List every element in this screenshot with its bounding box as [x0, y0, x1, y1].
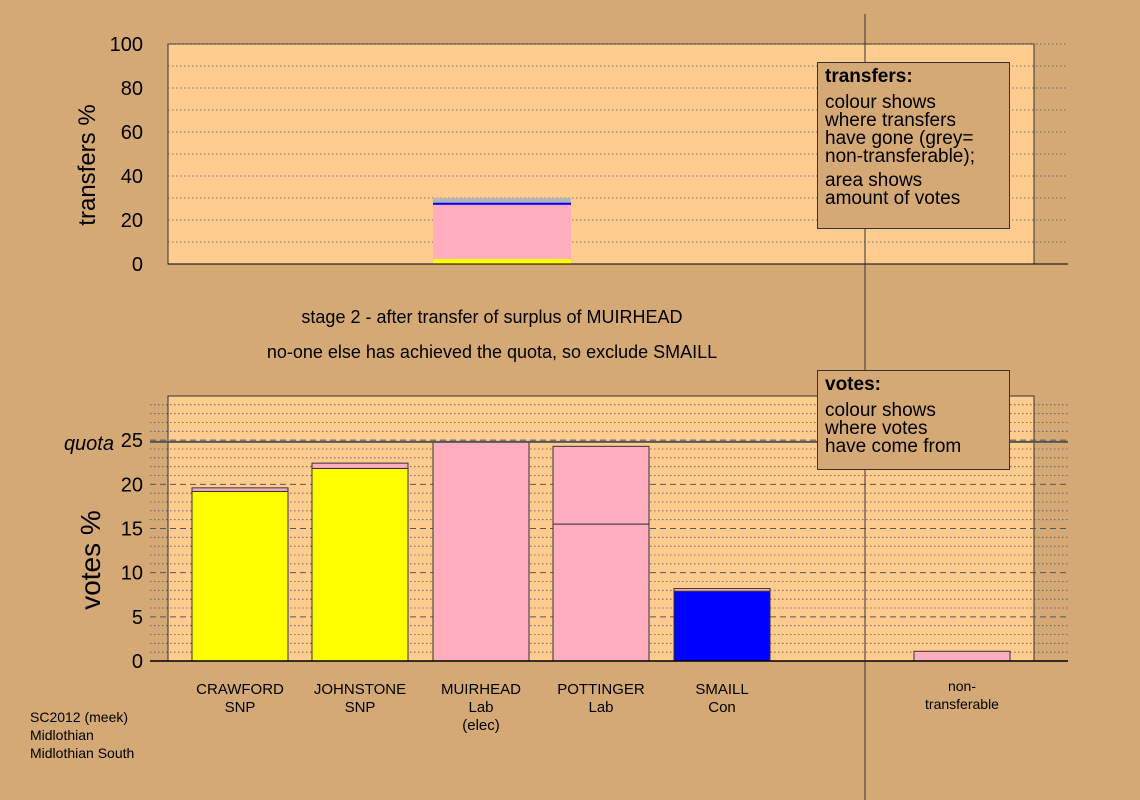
transfers-legend-title: transfers:: [825, 66, 913, 87]
stage-title: stage 2 - after transfer of surplus of M…: [301, 307, 682, 327]
candidate-label: POTTINGER: [557, 681, 645, 698]
votes-y-tick-label: 15: [121, 519, 143, 541]
candidate-label: Lab: [468, 699, 493, 716]
quota-label: quota: [64, 433, 114, 455]
vote-segment: [673, 590, 771, 662]
transfers-legend-line: have gone (grey=: [825, 128, 974, 149]
transfers-legend-line: amount of votes: [825, 188, 961, 209]
transfer-segment: [433, 258, 571, 264]
votes-y-tick-label: 5: [132, 607, 143, 629]
candidate-label: SNP: [225, 699, 256, 716]
transfers-y-tick-label: 80: [121, 78, 143, 100]
candidate-label: Lab: [588, 699, 613, 716]
transfers-legend: transfers: colour shows where transfers …: [817, 62, 1010, 229]
votes-y-tick-label: 20: [121, 474, 143, 496]
candidate-label: non-: [948, 678, 976, 694]
candidate-label: SNP: [345, 699, 376, 716]
votes-y-tick-label: 10: [121, 563, 143, 585]
transfers-legend-line: where transfers: [825, 110, 956, 131]
transfers-y-axis-label: transfers %: [74, 104, 101, 225]
votes-y-axis-label: votes %: [75, 510, 106, 610]
transfers-y-tick-label: 20: [121, 210, 143, 232]
candidate-label: (elec): [462, 717, 500, 734]
transfers-y-tick-label: 60: [121, 122, 143, 144]
vote-segment: [552, 445, 650, 525]
vote-segment: [432, 441, 530, 662]
transfers-y-tick-label: 100: [110, 34, 143, 56]
vote-segment: [311, 467, 409, 662]
votes-legend-line: have come from: [825, 436, 962, 457]
votes-legend-title: votes:: [825, 374, 881, 395]
source-ward: Midlothian South: [30, 745, 135, 761]
transfers-legend-line: area shows: [825, 170, 923, 191]
stage-subtitle: no-one else has achieved the quota, so e…: [267, 342, 717, 362]
votes-legend-line: where votes: [825, 418, 928, 439]
transfer-segment: [433, 204, 571, 259]
candidate-label: CRAWFORD: [196, 681, 284, 698]
source-note: SC2012 (meek) Midlothian Midlothian Sout…: [30, 708, 134, 762]
candidate-label: MUIRHEAD: [441, 681, 521, 698]
source-council: Midlothian: [30, 727, 94, 743]
candidate-label: SMAILL: [695, 681, 748, 698]
transfer-segment: [433, 202, 571, 205]
vote-segment: [191, 487, 289, 492]
transfer-segment: [433, 197, 571, 203]
votes-legend-line: colour shows: [825, 400, 936, 421]
transfers-legend-line: colour shows: [825, 92, 936, 113]
transfers-legend-line: non-transferable);: [825, 146, 975, 167]
vote-segment: [191, 490, 289, 662]
votes-legend: votes: colour shows where votes have com…: [817, 370, 1010, 470]
vote-segment: [673, 588, 771, 592]
vote-segment: [552, 523, 650, 662]
transfers-y-tick-label: 0: [132, 254, 143, 276]
candidate-label: transferable: [925, 696, 999, 712]
votes-y-tick-label: 25: [121, 430, 143, 452]
votes-y-tick-label: 0: [132, 651, 143, 673]
candidate-label: JOHNSTONE: [314, 681, 406, 698]
candidate-label: Con: [708, 699, 736, 716]
source-election: SC2012 (meek): [30, 709, 129, 725]
transfers-y-tick-label: 40: [121, 166, 143, 188]
vote-segment: [311, 462, 409, 469]
vote-segment: [913, 650, 1011, 662]
